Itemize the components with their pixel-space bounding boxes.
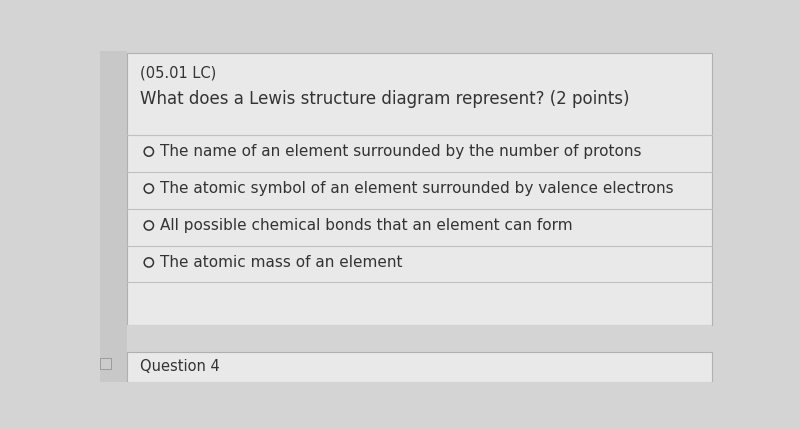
Text: The atomic mass of an element: The atomic mass of an element <box>160 255 402 270</box>
FancyBboxPatch shape <box>127 325 712 352</box>
Text: Question 4: Question 4 <box>139 360 219 375</box>
FancyBboxPatch shape <box>127 352 712 382</box>
Text: All possible chemical bonds that an element can form: All possible chemical bonds that an elem… <box>160 218 572 233</box>
Text: What does a Lewis structure diagram represent? (2 points): What does a Lewis structure diagram repr… <box>139 90 629 108</box>
FancyBboxPatch shape <box>100 358 111 369</box>
FancyBboxPatch shape <box>100 51 127 382</box>
Text: The atomic symbol of an element surrounded by valence electrons: The atomic symbol of an element surround… <box>160 181 674 196</box>
FancyBboxPatch shape <box>127 53 712 325</box>
Text: (05.01 LC): (05.01 LC) <box>139 65 216 80</box>
Text: The name of an element surrounded by the number of protons: The name of an element surrounded by the… <box>160 144 641 159</box>
